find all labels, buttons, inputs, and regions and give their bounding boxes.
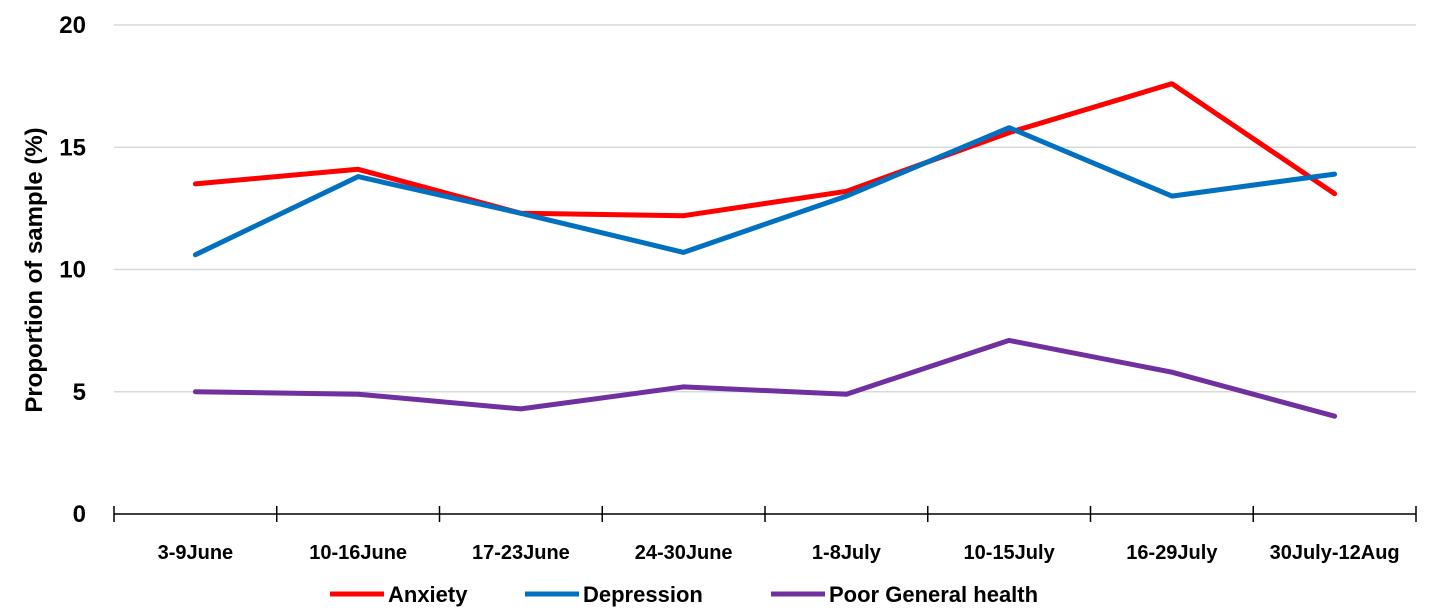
- x-tick-label: 16-29July: [1126, 542, 1218, 564]
- series-line-poor-general-health: [192, 337, 1338, 419]
- legend-label-anxiety: Anxiety: [388, 582, 468, 607]
- y-tick-label: 5: [73, 379, 86, 406]
- y-tick-label: 20: [59, 12, 86, 39]
- x-tick-label: 10-15July: [964, 542, 1056, 564]
- y-tick-label: 15: [59, 134, 86, 161]
- x-tick-label: 1-8July: [812, 542, 882, 564]
- y-axis-label: Proportion of sample (%): [21, 127, 48, 412]
- x-tick-label: 3-9June: [158, 542, 234, 564]
- series-line-anxiety: [192, 81, 1338, 219]
- legend-label-poor-general-health: Poor General health: [829, 582, 1038, 607]
- x-tick-labels: 3-9June 10-16June 17-23June 24-30June 1-8Jul…: [158, 542, 1400, 564]
- y-tick-label: 10: [59, 257, 86, 284]
- x-axis: [113, 506, 1417, 522]
- x-tick-label: 17-23June: [472, 542, 570, 564]
- series-line-depression: [192, 125, 1338, 258]
- series-lines: [192, 81, 1338, 419]
- legend-label-depression: Depression: [583, 582, 703, 607]
- legend: Anxiety Depression Poor General health: [330, 582, 1038, 607]
- gridlines: [114, 24, 1416, 393]
- x-tick-label: 30July-12Aug: [1270, 542, 1400, 564]
- y-tick-label: 0: [73, 501, 86, 528]
- x-tick-label: 10-16June: [309, 542, 407, 564]
- y-tick-labels: 0 5 10 15 20: [59, 12, 86, 528]
- x-tick-label: 24-30June: [635, 542, 733, 564]
